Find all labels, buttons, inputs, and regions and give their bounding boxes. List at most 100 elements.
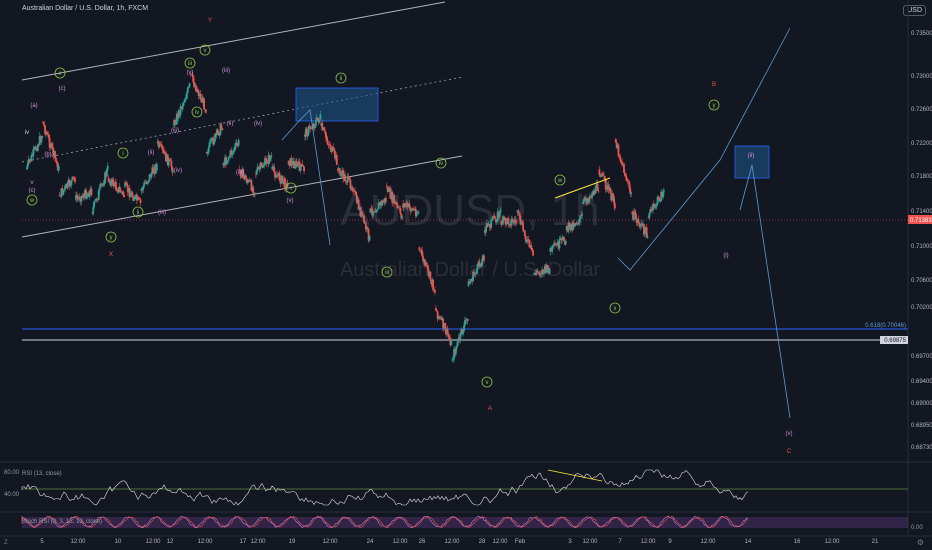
candle-body: [613, 196, 615, 204]
candle-body: [558, 239, 561, 249]
candle-body: [96, 199, 99, 201]
candle-body: [75, 195, 77, 200]
x-tick-label: 28: [479, 539, 486, 545]
candle-body: [389, 188, 392, 199]
support-level-label: 0.69875: [884, 338, 906, 344]
candle-body: [516, 210, 519, 213]
candle-body: [90, 188, 93, 196]
candle-body: [630, 192, 633, 194]
candle-body: [161, 145, 164, 150]
wave-label-circle: [26, 194, 38, 206]
candle-body: [650, 209, 653, 211]
candle-body: [172, 170, 175, 173]
candle-body: [79, 200, 82, 202]
channel-mid-line: [21, 76, 463, 163]
candle-body: [548, 268, 551, 274]
candle-body: [137, 196, 140, 199]
candle-body: [204, 109, 206, 111]
candle-body: [136, 196, 139, 201]
wave-label: v: [31, 180, 34, 186]
candle-body: [38, 136, 41, 145]
candle-body: [532, 250, 534, 256]
candle-body: [152, 167, 155, 173]
candle-body: [117, 186, 120, 193]
wave-label: i: [122, 151, 123, 157]
stoch-rsi-pane: 0.00: [21, 515, 923, 531]
currency-button[interactable]: USD: [903, 5, 926, 16]
candle-body: [308, 126, 311, 127]
candle-body: [643, 230, 646, 235]
candle-body: [192, 75, 195, 82]
candle-body: [373, 211, 375, 213]
candle-body: [31, 155, 34, 157]
candle-body: [487, 223, 490, 225]
candle-body: [384, 197, 386, 203]
candle-body: [591, 192, 594, 198]
candle-body: [318, 119, 321, 123]
candle-body: [364, 222, 366, 224]
candle-body: [466, 318, 469, 322]
candle-body: [43, 123, 46, 126]
x-tick-label: 12: [167, 539, 174, 545]
candle-body: [84, 189, 86, 195]
candle-body: [533, 273, 535, 274]
candle-body: [484, 230, 486, 233]
candle-body: [590, 197, 593, 198]
candle-body: [135, 194, 138, 201]
candle-body: [156, 141, 159, 144]
wave-label: w: [29, 198, 35, 204]
candle-body: [438, 316, 441, 318]
wave-label-circle: [481, 376, 493, 388]
wave-label: iii: [188, 61, 192, 67]
last-price-tag: 0.71383: [908, 215, 932, 224]
candle-body: [101, 183, 104, 185]
candle-body: [336, 169, 339, 171]
candle-body: [607, 185, 610, 190]
candle-body: [322, 127, 325, 130]
candle-body: [244, 175, 246, 180]
candle-body: [388, 187, 391, 189]
candle-body: [214, 133, 216, 142]
candle-body: [317, 119, 320, 123]
candle-body: [187, 86, 190, 88]
candle-body: [447, 334, 450, 338]
candle-body: [477, 261, 480, 264]
candle-body: [457, 337, 460, 342]
candle-body: [424, 259, 426, 266]
support-level-tag: 0.69875: [880, 336, 908, 344]
candle-body: [279, 180, 282, 184]
candle-body: [145, 182, 147, 184]
candle-body: [274, 171, 276, 178]
candle-body: [91, 212, 94, 214]
candle-body: [213, 141, 216, 145]
candle-body: [288, 164, 291, 166]
candle-body: [271, 166, 274, 170]
candle-body: [75, 195, 78, 199]
trend-line: [554, 177, 611, 199]
zoom-reset-button[interactable]: Z: [4, 540, 8, 546]
candle-body: [264, 158, 266, 166]
candle-body: [534, 272, 537, 276]
candle-body: [609, 187, 612, 194]
candle-body: [511, 219, 514, 221]
candle-body: [449, 339, 452, 346]
candle-body: [385, 186, 388, 188]
candle-body: [391, 191, 394, 203]
candle-body: [212, 137, 215, 145]
candle-body: [458, 337, 461, 341]
candle-body: [567, 222, 570, 232]
candle-body: [97, 190, 100, 200]
candle-body: [445, 328, 448, 335]
candle-body: [217, 131, 220, 136]
candle-body: [495, 221, 498, 222]
candle-body: [473, 271, 475, 275]
candle-body: [349, 179, 352, 189]
candle-body: [325, 137, 328, 141]
candle-body: [61, 188, 64, 195]
candle-body: [85, 195, 88, 199]
candle-body: [26, 162, 29, 168]
gear-icon[interactable]: ⚙: [916, 538, 924, 547]
candle-body: [54, 151, 56, 159]
wave-label: (c): [59, 86, 66, 92]
